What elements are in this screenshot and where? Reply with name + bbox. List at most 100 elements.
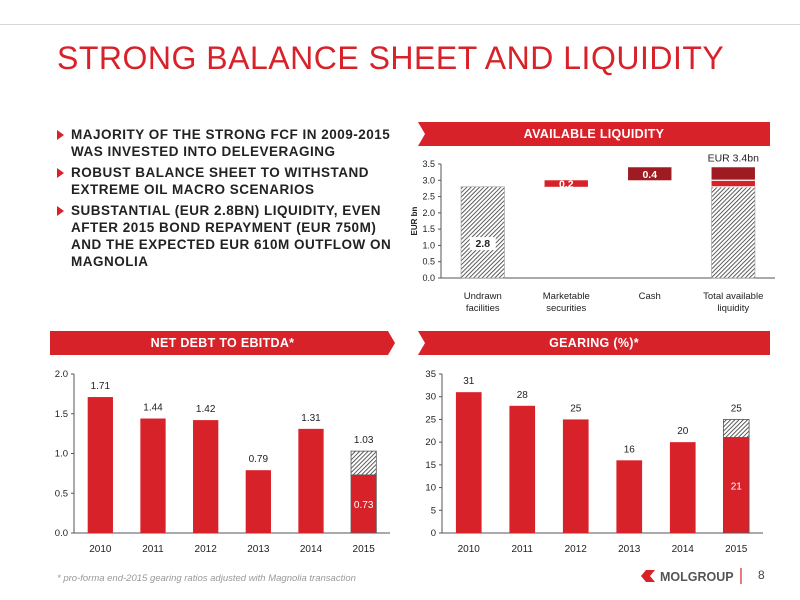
value-label: 0.4: [642, 169, 657, 181]
y-tick-label: 0.5: [55, 488, 68, 499]
category-label: 2011: [142, 544, 164, 555]
logo-mark-icon: [641, 570, 655, 582]
netdebt-header: NET DEBT TO EBITDA*: [50, 331, 395, 355]
bullet-list: MAJORITY OF THE STRONG FCF IN 2009-2015 …: [57, 126, 402, 274]
bar: [245, 470, 271, 533]
y-tick-label: 20: [425, 437, 436, 448]
bar: [87, 397, 113, 533]
category-label: 2014: [300, 544, 323, 555]
y-tick-label: 2.5: [422, 192, 435, 202]
bullet-arrow-icon: [57, 130, 64, 140]
logo-text: MOLGROUP: [660, 570, 734, 584]
y-tick-label: 25: [425, 414, 436, 425]
bullet-text: MAJORITY OF THE STRONG FCF IN 2009-2015 …: [71, 127, 391, 159]
category-label: 2010: [89, 544, 112, 555]
bar-proforma-part: [350, 474, 377, 534]
category-label: 2012: [565, 544, 588, 555]
liquidity-bar-darkred: [711, 167, 755, 181]
footnote: * pro-forma end-2015 gearing ratios adju…: [57, 573, 356, 584]
gearing-header: GEARING (%)*: [418, 331, 770, 355]
page-number: 8: [758, 568, 765, 582]
top-divider: [0, 24, 800, 25]
value-label: 1.03: [354, 435, 374, 446]
y-tick-label: 0.0: [55, 528, 68, 539]
y-tick-label: 2.0: [55, 369, 68, 380]
y-tick-label: 2.0: [422, 208, 435, 218]
y-tick-label: 3.5: [422, 159, 435, 169]
category-label: 2011: [511, 544, 533, 555]
category-label: Total available: [703, 291, 763, 302]
bar: [616, 460, 643, 533]
liquidity-bar-red: [711, 180, 755, 187]
category-label: 2013: [247, 544, 270, 555]
value-label: 1.71: [91, 381, 111, 392]
bullet-arrow-icon: [57, 168, 64, 178]
slide-title: STRONG BALANCE SHEET AND LIQUIDITY: [57, 40, 725, 76]
y-tick-label: 0.0: [422, 273, 435, 283]
bullet-text: SUBSTANTIAL (EUR 2.8BN) LIQUIDITY, EVEN …: [71, 203, 392, 269]
bullet-arrow-icon: [57, 206, 64, 216]
value-label: 16: [624, 444, 636, 455]
y-tick-label: 5: [431, 505, 436, 516]
category-label: securities: [546, 303, 586, 314]
bullet-item: ROBUST BALANCE SHEET TO WITHSTAND EXTREM…: [57, 164, 402, 198]
category-label: 2015: [353, 544, 376, 555]
category-label: Undrawn: [464, 291, 502, 302]
liquidity-bar-red: [544, 180, 588, 187]
total-label: EUR 3.4bn: [708, 152, 760, 164]
y-tick-label: 15: [425, 460, 436, 471]
y-tick-label: 1.5: [422, 224, 435, 234]
liquidity-header: AVAILABLE LIQUIDITY: [418, 122, 770, 146]
bar: [669, 442, 696, 533]
y-tick-label: 1.0: [422, 240, 435, 250]
y-tick-label: 10: [425, 483, 436, 494]
bar: [455, 392, 482, 533]
bar: [140, 418, 166, 533]
category-label: 2010: [458, 544, 481, 555]
value-label: 31: [463, 376, 475, 387]
bar: [509, 405, 536, 533]
y-tick-label: 1.0: [55, 449, 68, 460]
bar-hatched-part: [350, 450, 377, 476]
category-label: Cash: [639, 291, 661, 302]
value-label: 20: [677, 426, 689, 437]
proforma-label: 21: [731, 481, 743, 492]
liquidity-bar-hatched: [711, 186, 756, 279]
value-label: 1.42: [196, 404, 216, 415]
y-tick-label: 3.0: [422, 175, 435, 185]
category-label: 2013: [618, 544, 641, 555]
bar: [562, 419, 589, 533]
value-label: 28: [517, 390, 529, 401]
category-label: Marketable: [543, 291, 590, 302]
bar-proforma-part: [723, 437, 750, 534]
category-label: liquidity: [717, 303, 749, 314]
proforma-label: 0.73: [354, 500, 374, 511]
bar: [298, 428, 324, 533]
category-label: 2015: [725, 544, 748, 555]
y-tick-label: 30: [425, 392, 436, 403]
liquidity-bar-darkred: [628, 167, 672, 181]
value-label: 2.8: [475, 238, 490, 250]
value-label: 0.79: [249, 454, 269, 465]
y-tick-label: 35: [425, 369, 436, 380]
y-axis-label: EUR bn: [410, 206, 419, 235]
category-label: facilities: [466, 303, 500, 314]
bullet-item: SUBSTANTIAL (EUR 2.8BN) LIQUIDITY, EVEN …: [57, 202, 402, 270]
y-tick-label: 1.5: [55, 409, 68, 420]
value-label-bg: [469, 237, 496, 251]
bar-hatched-part: [723, 419, 750, 438]
liquidity-bar-hatched: [460, 186, 505, 279]
value-label: 1.44: [143, 403, 163, 414]
y-tick-label: 0: [431, 528, 436, 539]
liquidity-chart: 0.0 0.5 1.0 1.5 2.0 2.5 3.0 3.5 EUR bn 2.8 0.2 0.4 E…: [410, 152, 775, 314]
category-label: 2012: [195, 544, 218, 555]
value-label: 25: [570, 403, 582, 414]
value-label: 1.31: [301, 413, 321, 424]
mol-group-logo: MOLGROUP: [641, 568, 742, 584]
bullet-text: ROBUST BALANCE SHEET TO WITHSTAND EXTREM…: [71, 165, 369, 197]
bar: [193, 420, 219, 533]
bullet-item: MAJORITY OF THE STRONG FCF IN 2009-2015 …: [57, 126, 402, 160]
value-label: 0.2: [559, 179, 574, 191]
y-tick-label: 0.5: [422, 257, 435, 267]
